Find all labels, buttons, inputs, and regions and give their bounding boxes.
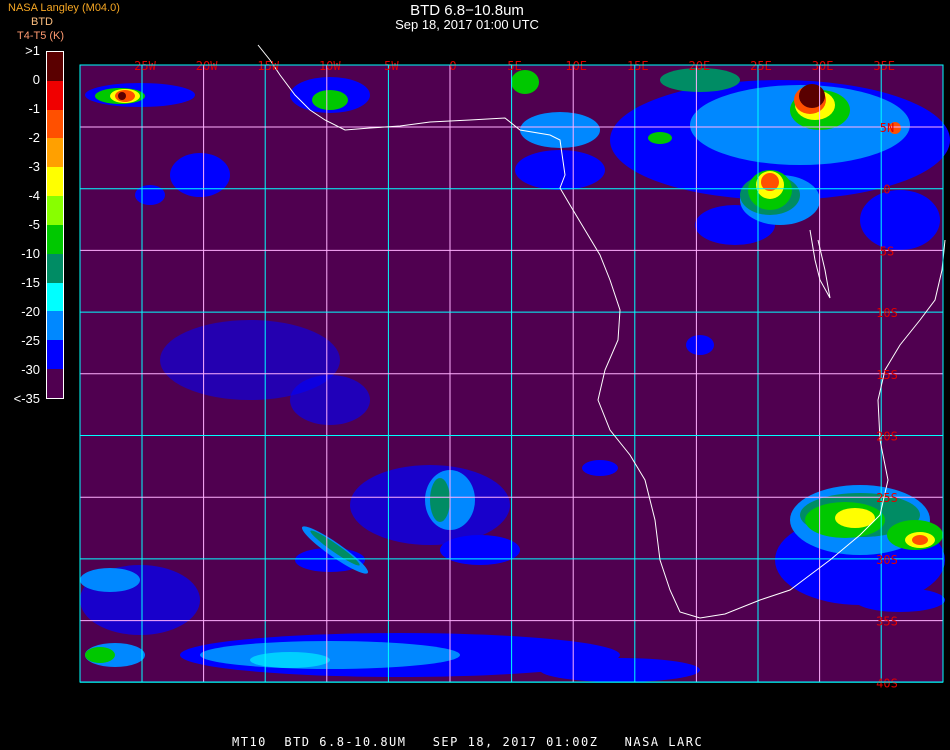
- color-scale-segment: [47, 311, 63, 341]
- coastline: [257, 44, 946, 619]
- latitude-label: 10S: [876, 306, 898, 320]
- longitude-label: 35E: [873, 59, 895, 73]
- map-datetime: Sep 18, 2017 01:00 UTC: [395, 17, 539, 32]
- color-scale-label: -20: [21, 304, 40, 319]
- longitude-label: 20E: [689, 59, 711, 73]
- longitude-label: 20W: [196, 59, 218, 73]
- map-title: BTD 6.8−10.8um: [410, 2, 524, 19]
- color-scale-label: <-35: [13, 391, 40, 406]
- color-scale-segment: [47, 138, 63, 168]
- color-scale-segment: [47, 109, 63, 139]
- legend-producer: NASA Langley (M04.0): [8, 2, 120, 14]
- longitude-label: 5E: [507, 59, 521, 73]
- latitude-label: 5S: [880, 244, 894, 258]
- longitude-label: 5W: [384, 59, 399, 73]
- latitude-label: 40S: [876, 676, 898, 690]
- latitude-label: 35S: [876, 615, 898, 629]
- color-scale-label: -10: [21, 246, 40, 261]
- footer: MT10 BTD 6.8-10.8UM SEP 18, 2017 01:00Z …: [232, 735, 703, 749]
- color-scale-segment: [47, 80, 63, 110]
- footer-datetime: SEP 18, 2017 01:00Z: [432, 735, 599, 749]
- color-scale-segment: [47, 340, 63, 370]
- longitude-label: 25E: [750, 59, 772, 73]
- longitude-label: 0: [449, 59, 456, 73]
- latitude-label: 5N: [880, 121, 894, 135]
- color-scale-segment: [47, 52, 63, 81]
- latitude-label: 25S: [876, 491, 898, 505]
- color-scale-label: -1: [28, 101, 40, 116]
- longitude-label: 15E: [627, 59, 649, 73]
- color-scale-segment: [47, 369, 63, 398]
- color-scale-label: -3: [28, 159, 40, 174]
- color-scale-segment: [47, 196, 63, 225]
- lake-outline: [809, 229, 831, 299]
- longitude-label: 10E: [565, 59, 587, 73]
- color-scale-segment: [47, 167, 63, 197]
- color-scale-label: -4: [28, 188, 40, 203]
- color-scale-label: -2: [28, 130, 40, 145]
- color-scale-label: -5: [28, 217, 40, 232]
- footer-satellite: MT10: [232, 735, 267, 749]
- longitude-label: 15W: [257, 59, 279, 73]
- cloud-field: [80, 68, 950, 682]
- color-scale-bar: [46, 51, 64, 399]
- legend-units: T4-T5 (K): [17, 30, 65, 42]
- longitude-label: 30E: [812, 59, 834, 73]
- latitude-label: 15S: [876, 368, 898, 382]
- latitude-label: 30S: [876, 553, 898, 567]
- legend-product: BTD: [31, 16, 53, 28]
- color-scale-label: -25: [21, 333, 40, 348]
- color-scale-label: -15: [21, 275, 40, 290]
- latitude-label: 20S: [876, 430, 898, 444]
- longitude-label: 10W: [319, 59, 341, 73]
- footer-source: NASA LARC: [624, 735, 704, 749]
- map-border: [79, 64, 944, 683]
- color-scale-segment: [47, 282, 63, 312]
- color-scale-label: >1: [25, 43, 40, 58]
- color-scale-segment: [47, 253, 63, 283]
- longitude-label: 25W: [134, 59, 156, 73]
- latitude-label: 0: [883, 183, 890, 197]
- color-scale-label: -30: [21, 362, 40, 377]
- color-scale-segment: [47, 224, 63, 254]
- footer-product: BTD 6.8-10.8UM: [284, 735, 407, 749]
- color-scale-label: 0: [32, 72, 40, 87]
